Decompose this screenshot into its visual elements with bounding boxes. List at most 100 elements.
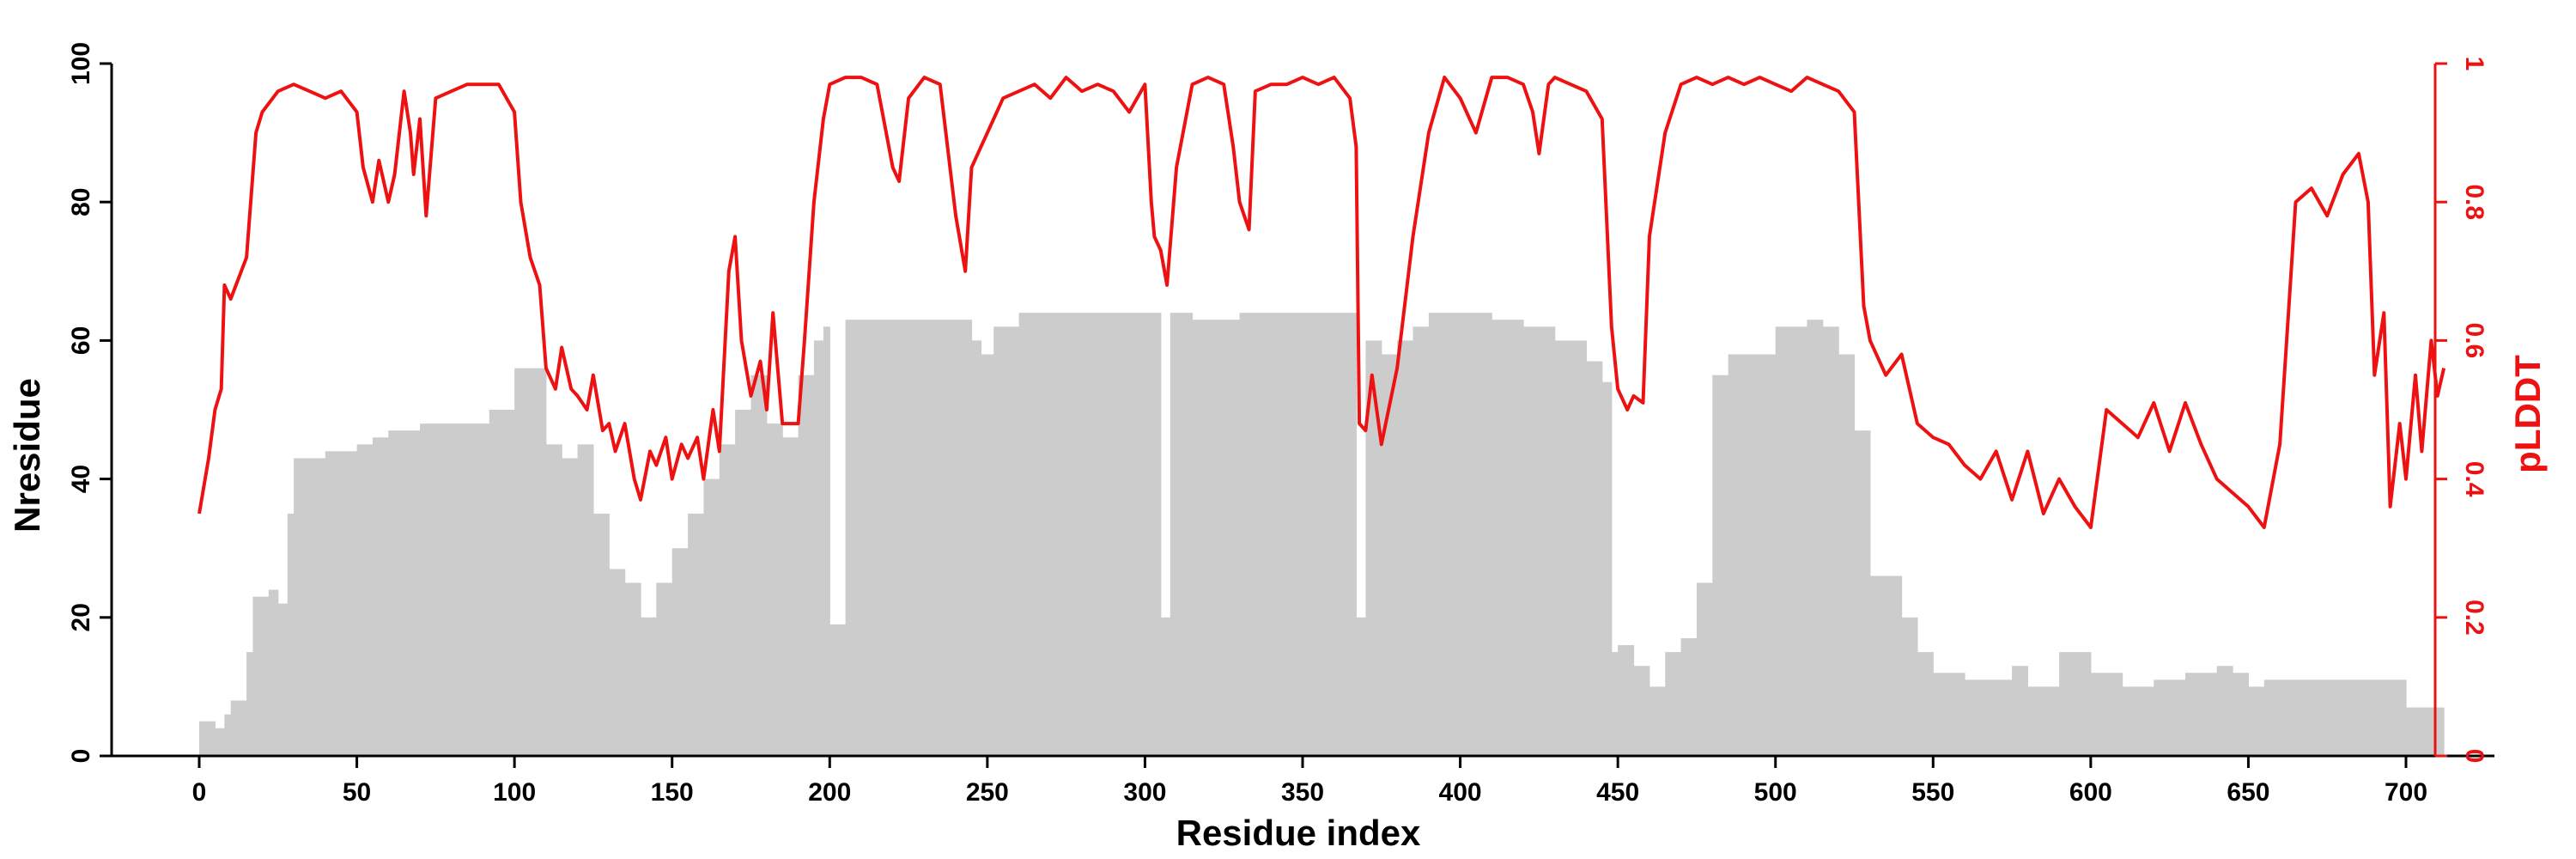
bar [577, 444, 594, 756]
bar [1917, 652, 1934, 756]
x-tick-label: 600 [2069, 778, 2112, 807]
plddt-line [197, 76, 2446, 529]
bar [325, 451, 358, 756]
bar [845, 320, 862, 756]
x-tick-label: 650 [2227, 778, 2269, 807]
bar [1869, 576, 1903, 756]
bar [489, 410, 515, 756]
bar [1381, 354, 1398, 756]
bar [656, 582, 673, 756]
bar [2263, 679, 2281, 756]
bar [1460, 313, 1492, 756]
bar [993, 326, 1020, 756]
bar [1356, 617, 1367, 756]
bar [2216, 666, 2233, 756]
y-right-tick-label: 1 [2460, 57, 2488, 71]
bar [372, 437, 389, 756]
y-tick-label: 40 [67, 465, 95, 493]
bar [592, 513, 610, 756]
bar [641, 617, 657, 756]
x-tick-label: 500 [1754, 778, 1797, 807]
bar [2406, 707, 2439, 756]
bar [971, 340, 982, 756]
bar [2248, 686, 2265, 756]
bar [1633, 666, 1650, 756]
bar [1428, 313, 1461, 756]
bar [813, 340, 824, 756]
bar [1854, 430, 1871, 756]
bar [1807, 320, 1824, 756]
x-tick-label: 100 [493, 778, 536, 807]
bar [924, 320, 973, 756]
bar [766, 423, 783, 756]
y-tick-label: 20 [67, 603, 95, 631]
bar [1586, 361, 1603, 756]
bar [1611, 652, 1619, 756]
bar [624, 582, 641, 756]
bar [530, 368, 547, 756]
x-tick-label: 700 [2385, 778, 2427, 807]
y-right-tick-label: 0.4 [2460, 461, 2488, 497]
bar [1728, 354, 1777, 756]
bar [1838, 354, 1856, 756]
y-tick-label: 0 [67, 749, 95, 764]
bar [1160, 617, 1171, 756]
bar [199, 721, 216, 756]
bar [688, 513, 705, 756]
y-tick-label: 80 [67, 188, 95, 216]
bar [562, 458, 579, 756]
bar [2295, 679, 2375, 756]
bar [1365, 340, 1382, 756]
bar [224, 714, 232, 756]
bar [981, 354, 994, 756]
x-tick-label: 400 [1439, 778, 1482, 807]
bar [1154, 313, 1162, 756]
bar [2012, 666, 2029, 756]
bar [1303, 313, 1351, 756]
bar [1492, 320, 1524, 756]
bar [1350, 313, 1358, 756]
x-tick-label: 550 [1911, 778, 1954, 807]
bar [2122, 686, 2154, 756]
y-tick-label: 100 [67, 42, 95, 85]
x-tick-label: 350 [1281, 778, 1324, 807]
bar [230, 700, 247, 756]
bar [545, 444, 562, 756]
x-tick-label: 300 [1123, 778, 1166, 807]
bar [703, 478, 720, 756]
bar [1192, 320, 1241, 756]
bar [1712, 375, 1729, 756]
bar [823, 326, 830, 756]
bar [719, 444, 736, 756]
bar [1680, 637, 1698, 756]
x-tick-label: 450 [1596, 778, 1639, 807]
bar [609, 569, 626, 756]
bar [388, 430, 421, 756]
x-tick-label: 150 [651, 778, 694, 807]
y-right-tick-label: 0 [2460, 749, 2488, 764]
y-right-tick-label: 0.6 [2460, 323, 2488, 359]
bar [2374, 679, 2407, 756]
x-tick-label: 250 [966, 778, 1009, 807]
bar [1413, 326, 1430, 756]
bar [268, 589, 279, 756]
x-axis-title: Residue index [1176, 813, 1421, 853]
bar [215, 728, 225, 756]
bar [287, 513, 295, 756]
bar [1018, 313, 1083, 756]
bar [2090, 673, 2123, 756]
bar [252, 596, 270, 756]
bar [829, 624, 847, 756]
x-tick-label: 200 [808, 778, 851, 807]
bar [2185, 673, 2218, 756]
bar [1601, 381, 1613, 756]
x-tick-label: 0 [192, 778, 207, 807]
bar [1239, 313, 1303, 756]
y-tick-label: 60 [67, 326, 95, 355]
bar [1397, 340, 1414, 756]
bar [1965, 679, 2013, 756]
bar [2437, 707, 2445, 756]
bar [2154, 679, 2186, 756]
bar [798, 375, 815, 756]
